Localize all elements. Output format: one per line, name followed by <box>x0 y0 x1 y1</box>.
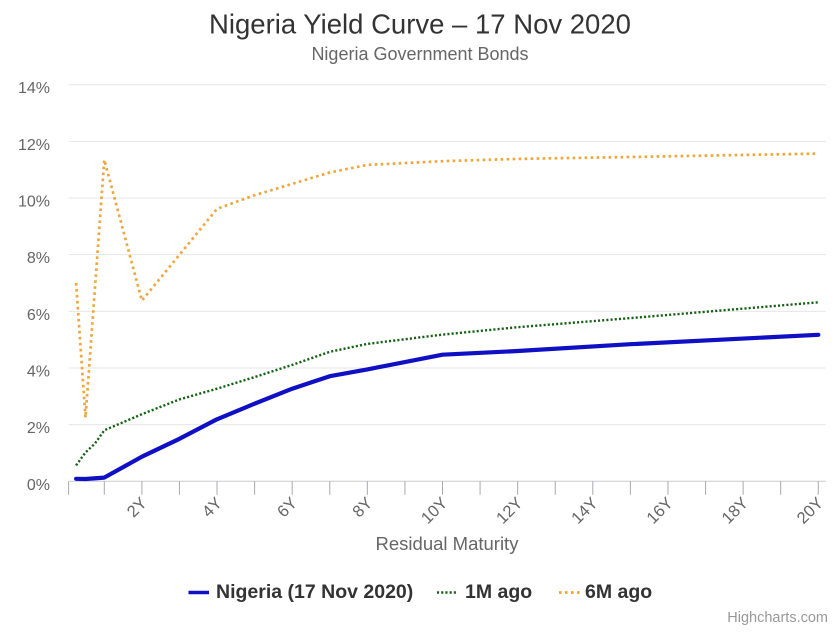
svg-text:Nigeria (17 Nov 2020): Nigeria (17 Nov 2020) <box>216 581 413 603</box>
svg-text:10%: 10% <box>18 194 50 211</box>
svg-text:8%: 8% <box>27 250 50 267</box>
svg-text:1M ago: 1M ago <box>465 581 532 603</box>
svg-text:4%: 4% <box>27 363 50 380</box>
svg-text:Residual Maturity: Residual Maturity <box>376 533 520 554</box>
svg-text:12%: 12% <box>18 137 50 154</box>
svg-text:Highcharts.com: Highcharts.com <box>727 610 828 626</box>
svg-text:2%: 2% <box>27 420 50 437</box>
svg-text:6%: 6% <box>27 307 50 324</box>
svg-text:Nigeria Government Bonds: Nigeria Government Bonds <box>311 44 528 64</box>
svg-text:Nigeria Yield Curve – 17 Nov 2: Nigeria Yield Curve – 17 Nov 2020 <box>209 9 631 40</box>
svg-text:0%: 0% <box>27 477 50 494</box>
svg-text:6M ago: 6M ago <box>585 581 652 603</box>
svg-text:14%: 14% <box>18 80 50 97</box>
